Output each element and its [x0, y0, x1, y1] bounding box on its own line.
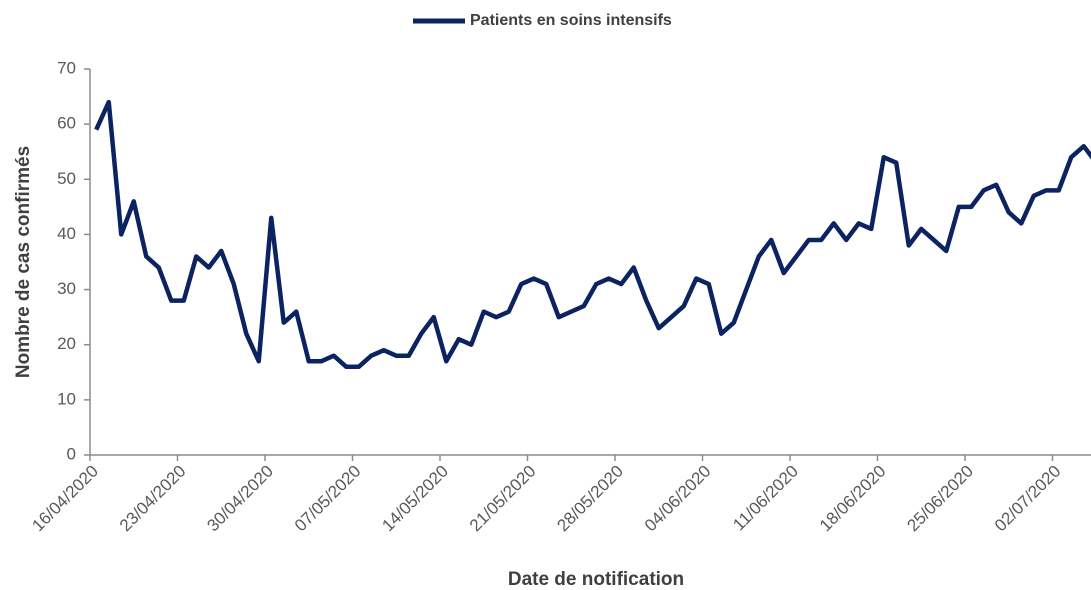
x-tick-label: 23/04/2020	[116, 462, 190, 536]
y-tick-label: 20	[57, 334, 76, 353]
legend-label: Patients en soins intensifs	[470, 12, 672, 29]
x-tick-label: 11/06/2020	[729, 462, 802, 535]
x-tick-label: 30/04/2020	[203, 462, 277, 536]
x-tick-label: 28/05/2020	[553, 462, 627, 536]
y-tick-label: 30	[57, 279, 76, 298]
data-line	[94, 99, 1091, 370]
x-tick-label: 02/07/2020	[991, 462, 1065, 536]
x-tick-label: 18/06/2020	[816, 462, 890, 536]
y-tick-label: 0	[67, 444, 76, 463]
y-axis-title: Nombre de cas confirmés	[13, 146, 34, 378]
x-tick-label: 25/06/2020	[903, 462, 977, 536]
y-tick-label: 70	[57, 58, 76, 77]
y-tick-label: 10	[57, 389, 76, 408]
x-tick-label: 16/04/2020	[28, 462, 102, 536]
y-tick-label: 60	[57, 114, 76, 133]
x-tick-label: 04/06/2020	[641, 462, 715, 536]
x-tick-label: 21/05/2020	[466, 462, 540, 536]
y-tick-label: 50	[57, 169, 76, 188]
x-axis-title: Date de notification	[508, 569, 684, 590]
x-tick-label: 07/05/2020	[291, 462, 365, 536]
y-tick-label: 40	[57, 224, 76, 243]
x-tick-label: 14/05/2020	[378, 462, 452, 536]
